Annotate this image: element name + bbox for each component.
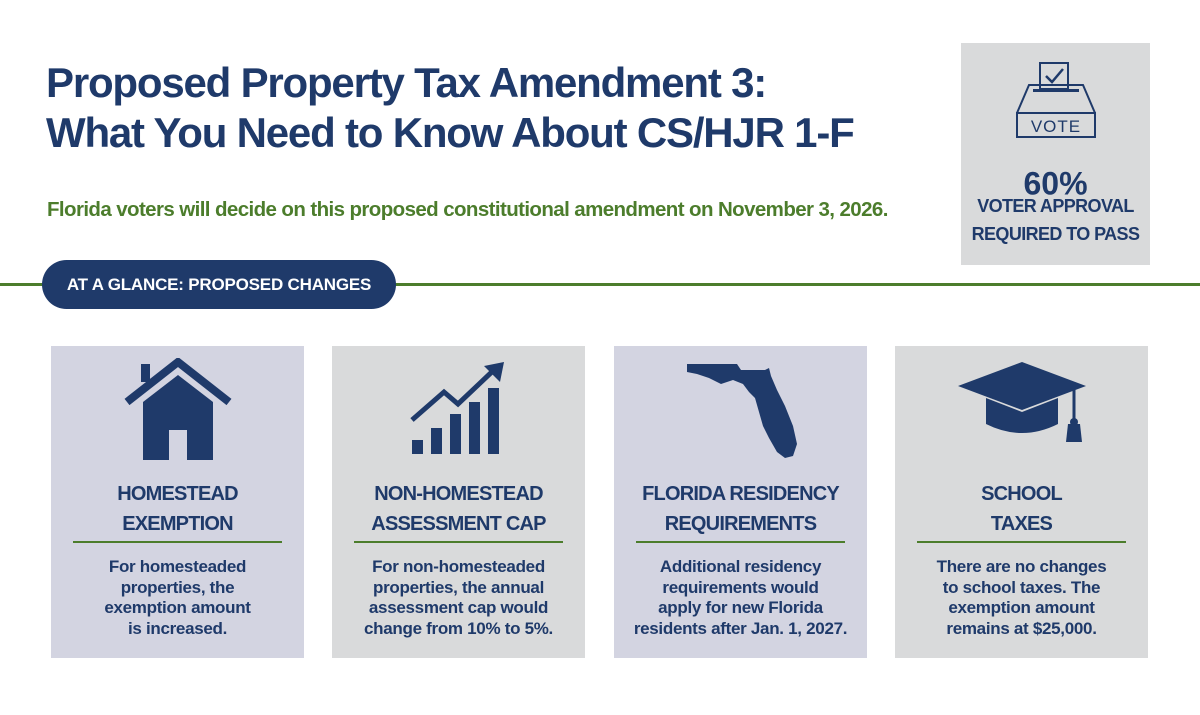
card-heading: SCHOOL TAXES [895,479,1148,539]
approval-percent: 60% [1023,165,1088,202]
card-desc-line-2: requirements would [662,577,819,597]
card-desc-line-3: exemption amount [948,598,1095,618]
graduation-cap-icon [957,362,1086,442]
approval-caption: VOTER APPROVAL REQUIRED TO PASS [961,193,1150,249]
card-heading-line-1: NON-HOMESTEAD [374,483,543,505]
card-school-taxes: SCHOOL TAXES There are no changes to sch… [895,346,1148,658]
card-desc-line-4: remains at $25,000. [946,618,1097,638]
card-divider [636,541,845,543]
section-divider [0,283,1200,286]
card-heading: NON-HOMESTEAD ASSESSMENT CAP [332,479,585,539]
card-desc-emphasis: no changes [1014,557,1107,576]
card-desc-text: change from [364,618,468,638]
card-description: Additional residency requirements would … [624,557,857,639]
card-non-homestead-cap: NON-HOMESTEAD ASSESSMENT CAP For non-hom… [332,346,585,658]
card-heading-line-2: EXEMPTION [122,513,233,535]
card-divider [354,541,563,543]
card-florida-residency: FLORIDA RESIDENCY REQUIREMENTS Additiona… [614,346,867,658]
card-homestead-exemption: HOMESTEAD EXEMPTION For homesteaded prop… [51,346,304,658]
card-description: There are no changes to school taxes. Th… [905,557,1138,639]
card-desc-emphasis: 10% to 5% [467,618,549,638]
card-desc-text: Florida [763,598,823,618]
page-title: Proposed Property Tax Amendment 3: What … [46,58,926,157]
approval-caption-line-2: REQUIRED TO PASS [971,223,1140,244]
card-heading-line-2: TAXES [990,513,1053,535]
card-desc-line-2: properties, the [120,577,235,597]
card-divider [73,541,282,543]
bar-chart-growth-icon [409,362,504,454]
card-heading-line-2: REQUIREMENTS [664,513,817,535]
card-desc-line-3: exemption amount [104,598,251,618]
card-desc-text: There are [936,557,1015,576]
card-heading-line-2: ASSESSMENT CAP [371,513,546,535]
card-desc-emphasis: new [731,598,764,618]
card-desc-line-4: residents after Jan. 1, 2027. [633,618,848,638]
card-desc-text: apply for [658,598,732,618]
card-description: For homesteaded properties, the exemptio… [61,557,294,639]
subtitle: Florida voters will decide on this propo… [47,198,888,221]
house-icon [124,358,231,460]
card-desc-line-1: Additional residency [659,557,822,576]
ballot-box-icon: VOTE [1016,62,1096,138]
card-desc-line-4: change from 10% to 5%. [342,619,575,640]
card-divider [917,541,1126,543]
title-line-1: Proposed Property Tax Amendment 3: [46,59,767,106]
section-pill: AT A GLANCE: PROPOSED CHANGES [42,260,396,309]
card-desc-line-1: There are no changes [905,557,1138,578]
card-heading: FLORIDA RESIDENCY REQUIREMENTS [614,479,867,539]
card-desc-line-1: For homesteaded [108,557,247,576]
title-line-2: What You Need to Know About CS/HJR 1-F [46,108,855,156]
card-heading-line-1: HOMESTEAD [117,483,238,505]
card-heading-line-1: FLORIDA RESIDENCY [642,483,840,505]
card-desc-line-2: properties, the annual [373,577,544,597]
card-desc-line-3: apply for new Florida [624,598,857,619]
vote-icon-label: VOTE [1031,117,1081,136]
card-description: For non-homesteaded properties, the annu… [342,557,575,639]
card-desc-line-2: to school taxes. The [942,577,1101,597]
card-desc-text: . [548,618,554,638]
florida-map-icon [686,364,797,458]
card-desc-line-1: For non-homesteaded [372,557,545,576]
card-heading: HOMESTEAD EXEMPTION [51,479,304,539]
approval-caption-line-1: VOTER APPROVAL [977,196,1134,216]
card-heading-line-1: SCHOOL [981,483,1063,505]
card-desc-line-4: is increased. [127,618,228,638]
voter-approval-box: VOTE 60% VOTER APPROVAL REQUIRED TO PASS [961,43,1150,265]
card-desc-line-3: assessment cap would [368,598,549,618]
